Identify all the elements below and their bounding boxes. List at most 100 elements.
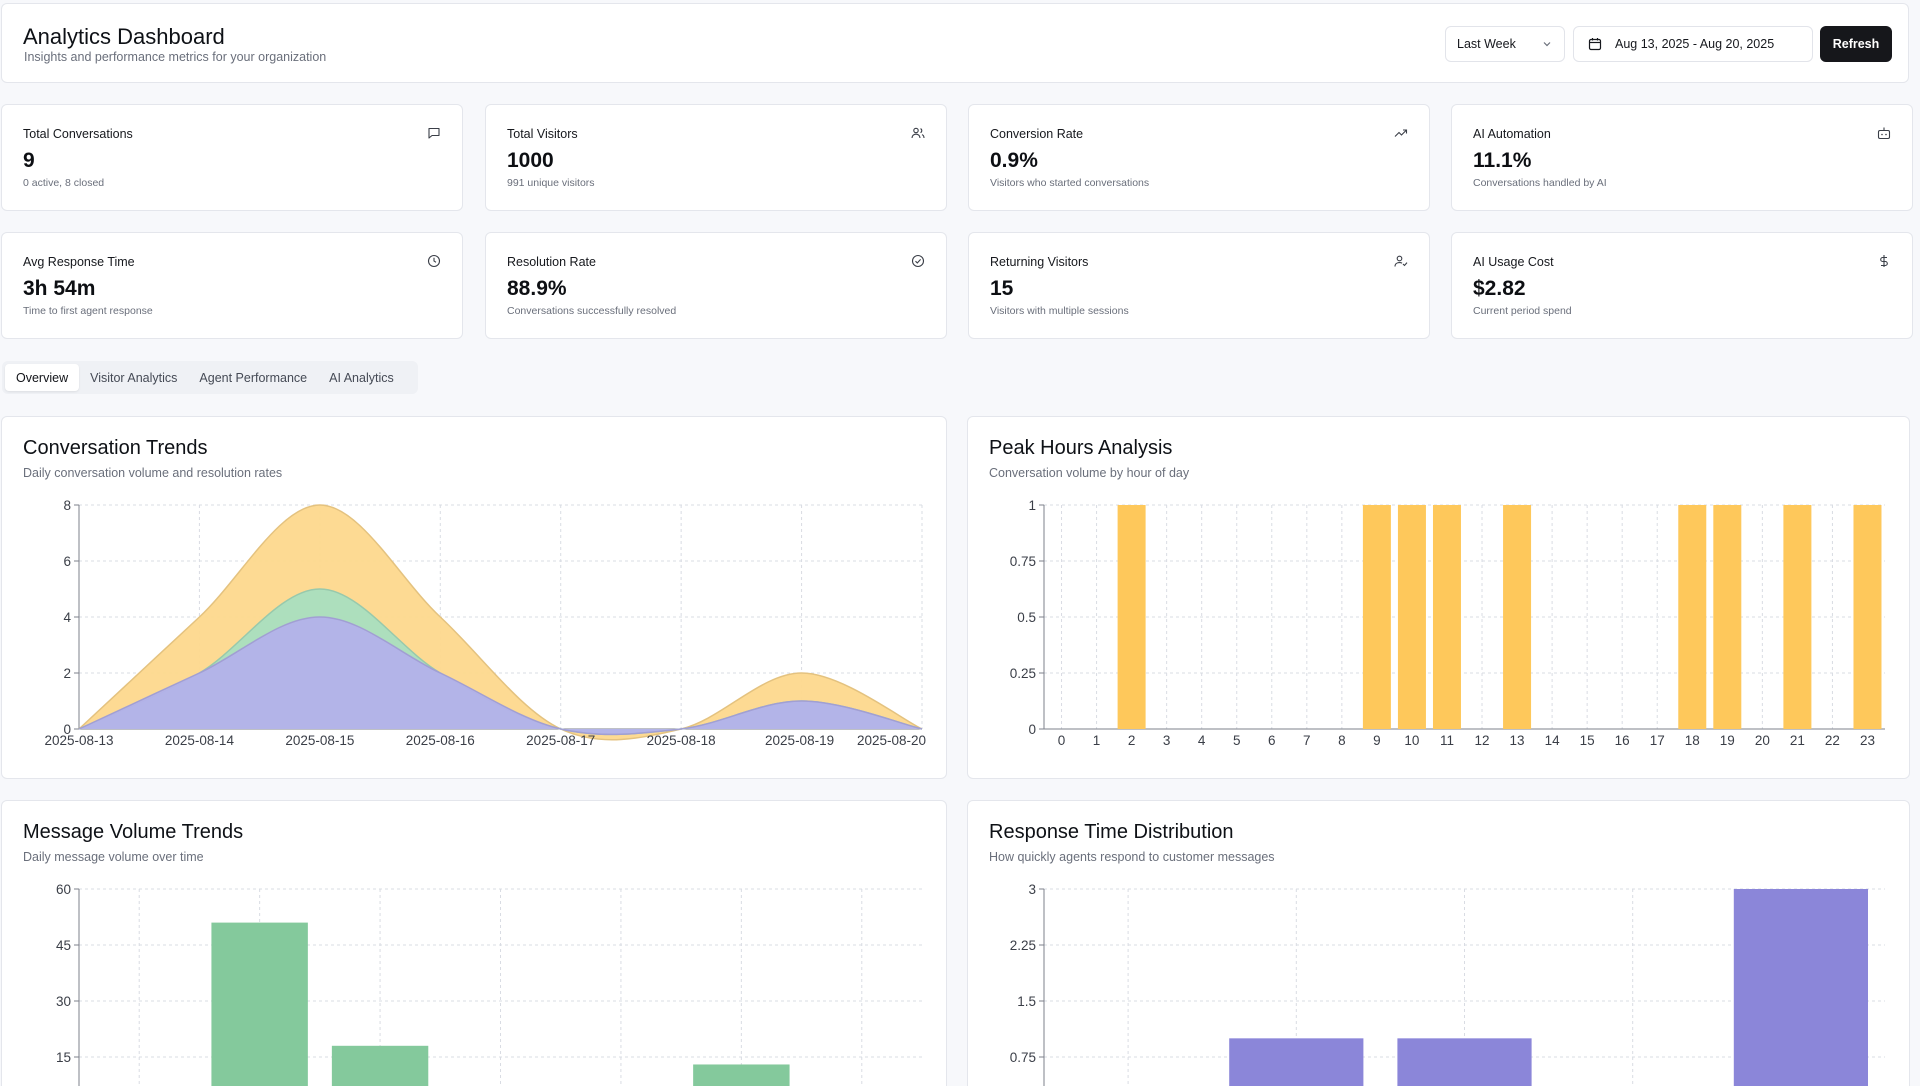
- bot-icon: [1877, 127, 1891, 140]
- stat-label: Avg Response Time: [23, 255, 135, 269]
- y-tick-label: 4: [63, 610, 71, 625]
- panel-title: Peak Hours Analysis: [989, 437, 1173, 459]
- area-series-line-0: [78, 504, 923, 741]
- x-tick-label: 2025-08-13: [44, 733, 113, 748]
- x-tick-label: 3: [1163, 733, 1171, 748]
- stat-label: Total Conversations: [23, 127, 133, 141]
- panel-subtitle: Daily message volume over time: [23, 850, 204, 864]
- stat-label: Returning Visitors: [990, 255, 1089, 269]
- x-tick-label: 8: [1338, 733, 1346, 748]
- page-header: Analytics Dashboard Insights and perform…: [1, 3, 1909, 83]
- stat-card-returning-visitors: Returning Visitors 15 Visitors with multip…: [968, 232, 1430, 339]
- stat-description: Visitors with multiple sessions: [990, 305, 1129, 317]
- stat-value: 88.9%: [507, 277, 567, 300]
- x-tick-label: 1: [1093, 733, 1101, 748]
- tab-visitor-analytics[interactable]: Visitor Analytics: [90, 370, 178, 385]
- stat-value: 11.1%: [1473, 149, 1532, 172]
- y-tick-label: 0.25: [1010, 666, 1036, 681]
- x-tick-label: 22: [1825, 733, 1840, 748]
- panel-subtitle: How quickly agents respond to customer m…: [989, 850, 1275, 864]
- bar-hour-19: [1713, 505, 1742, 729]
- x-tick-label: 12: [1475, 733, 1490, 748]
- x-tick-label: 7: [1303, 733, 1311, 748]
- stat-card-conversion-rate: Conversion Rate 0.9% Visitors who started …: [968, 104, 1430, 211]
- y-tick-label: 8: [63, 498, 71, 513]
- user-check-icon: [1394, 255, 1408, 267]
- y-tick-label: 2.25: [1010, 938, 1036, 953]
- bar-hour-21: [1783, 505, 1812, 729]
- tab-bar: Overview Visitor Analytics Agent Performan…: [2, 361, 418, 394]
- stat-description: Conversations successfully resolved: [507, 305, 677, 317]
- stat-card-resolution-rate: Resolution Rate 88.9% Conversations succes…: [485, 232, 947, 339]
- x-tick-label: 15: [1580, 733, 1595, 748]
- x-tick-label: 2025-08-19: [765, 733, 834, 748]
- x-tick-label: 21: [1790, 733, 1805, 748]
- x-tick-label: 2025-08-18: [647, 733, 716, 748]
- y-tick-label: 15: [56, 1050, 71, 1065]
- x-tick-label: 6: [1268, 733, 1276, 748]
- refresh-button[interactable]: Refresh: [1820, 26, 1892, 62]
- bar-bucket-3: [1397, 1038, 1532, 1086]
- message-volume-panel: Message Volume Trends Daily message volu…: [1, 800, 947, 1086]
- chevron-down-icon: [1543, 42, 1551, 47]
- x-tick-label: 19: [1720, 733, 1735, 748]
- stat-card-avg-response-time: Avg Response Time 3h 54m Time to first age…: [1, 232, 463, 339]
- y-tick-label: 1.5: [1017, 994, 1036, 1009]
- stat-description: 991 unique visitors: [507, 177, 595, 189]
- y-tick-label: 2: [63, 666, 71, 681]
- bar-hour-9: [1362, 505, 1391, 729]
- panel-subtitle: Daily conversation volume and resolution…: [23, 466, 283, 480]
- x-tick-label: 10: [1404, 733, 1419, 748]
- bar-hour-18: [1678, 505, 1707, 729]
- x-tick-label: 5: [1233, 733, 1241, 748]
- tab-agent-performance[interactable]: Agent Performance: [199, 370, 308, 385]
- clock-icon: [427, 254, 441, 268]
- conversation-trends-panel: Conversation Trends Daily conversation v…: [1, 416, 947, 779]
- response-time-chart: 0.75 1.5 2.25 3: [1010, 882, 1885, 1086]
- check-circle-icon: [911, 254, 925, 268]
- y-tick-label: 0.75: [1010, 1050, 1036, 1065]
- y-tick-label: 30: [56, 994, 71, 1009]
- x-tick-label: 23: [1860, 733, 1875, 748]
- y-tick-label: 0.5: [1017, 610, 1036, 625]
- x-tick-label: 2025-08-17: [526, 733, 595, 748]
- message-volume-chart: 15 30 45 60: [56, 882, 922, 1086]
- bar-day-2025-08-14: [211, 922, 308, 1086]
- range-select[interactable]: Last Week: [1445, 26, 1565, 62]
- conversation-trends-chart: 0 2 4 6 8 2025-08-13 2025-08-14 2025-08-15 2025-…: [44, 498, 926, 748]
- range-select-value: Last Week: [1457, 37, 1516, 51]
- x-tick-label: 2: [1128, 733, 1136, 748]
- bar-hour-10: [1397, 505, 1426, 729]
- stat-description: Conversations handled by AI: [1473, 177, 1607, 189]
- x-tick-label: 14: [1545, 733, 1561, 748]
- stat-card-ai-usage-cost: AI Usage Cost $2.82 Current period spend: [1451, 232, 1913, 339]
- bar-day-2025-08-18: [693, 1064, 790, 1086]
- panel-title: Conversation Trends: [23, 437, 208, 459]
- x-tick-label: 2025-08-20: [857, 733, 926, 748]
- x-tick-label: 20: [1755, 733, 1770, 748]
- date-range-picker[interactable]: Aug 13, 2025 - Aug 20, 2025: [1573, 26, 1813, 62]
- y-tick-label: 0: [63, 722, 71, 737]
- stat-description: Time to first agent response: [23, 305, 153, 317]
- y-tick-label: 0.75: [1010, 554, 1036, 569]
- y-tick-label: 3: [1028, 882, 1036, 897]
- bar-bucket-2: [1229, 1038, 1364, 1086]
- stat-label: AI Usage Cost: [1473, 255, 1554, 269]
- tab-ai-analytics[interactable]: AI Analytics: [329, 370, 394, 385]
- y-tick-label: 6: [63, 554, 71, 569]
- response-time-panel: Response Time Distribution How quickly a…: [967, 800, 1910, 1086]
- peak-hours-panel: Peak Hours Analysis Conversation volume …: [967, 416, 1910, 779]
- x-tick-label: 4: [1198, 733, 1206, 748]
- x-tick-label: 2025-08-15: [285, 733, 354, 748]
- stat-description: Visitors who started conversations: [990, 177, 1150, 189]
- stat-description: 0 active, 8 closed: [23, 177, 105, 189]
- page-subtitle: Insights and performance metrics for you…: [24, 50, 327, 64]
- stat-label: Conversion Rate: [990, 127, 1084, 141]
- panel-title: Message Volume Trends: [23, 821, 244, 843]
- x-tick-label: 13: [1510, 733, 1525, 748]
- message-square-icon: [428, 127, 440, 139]
- x-tick-label: 2025-08-16: [406, 733, 475, 748]
- tab-overview[interactable]: Overview: [5, 364, 80, 391]
- x-tick-label: 17: [1650, 733, 1665, 748]
